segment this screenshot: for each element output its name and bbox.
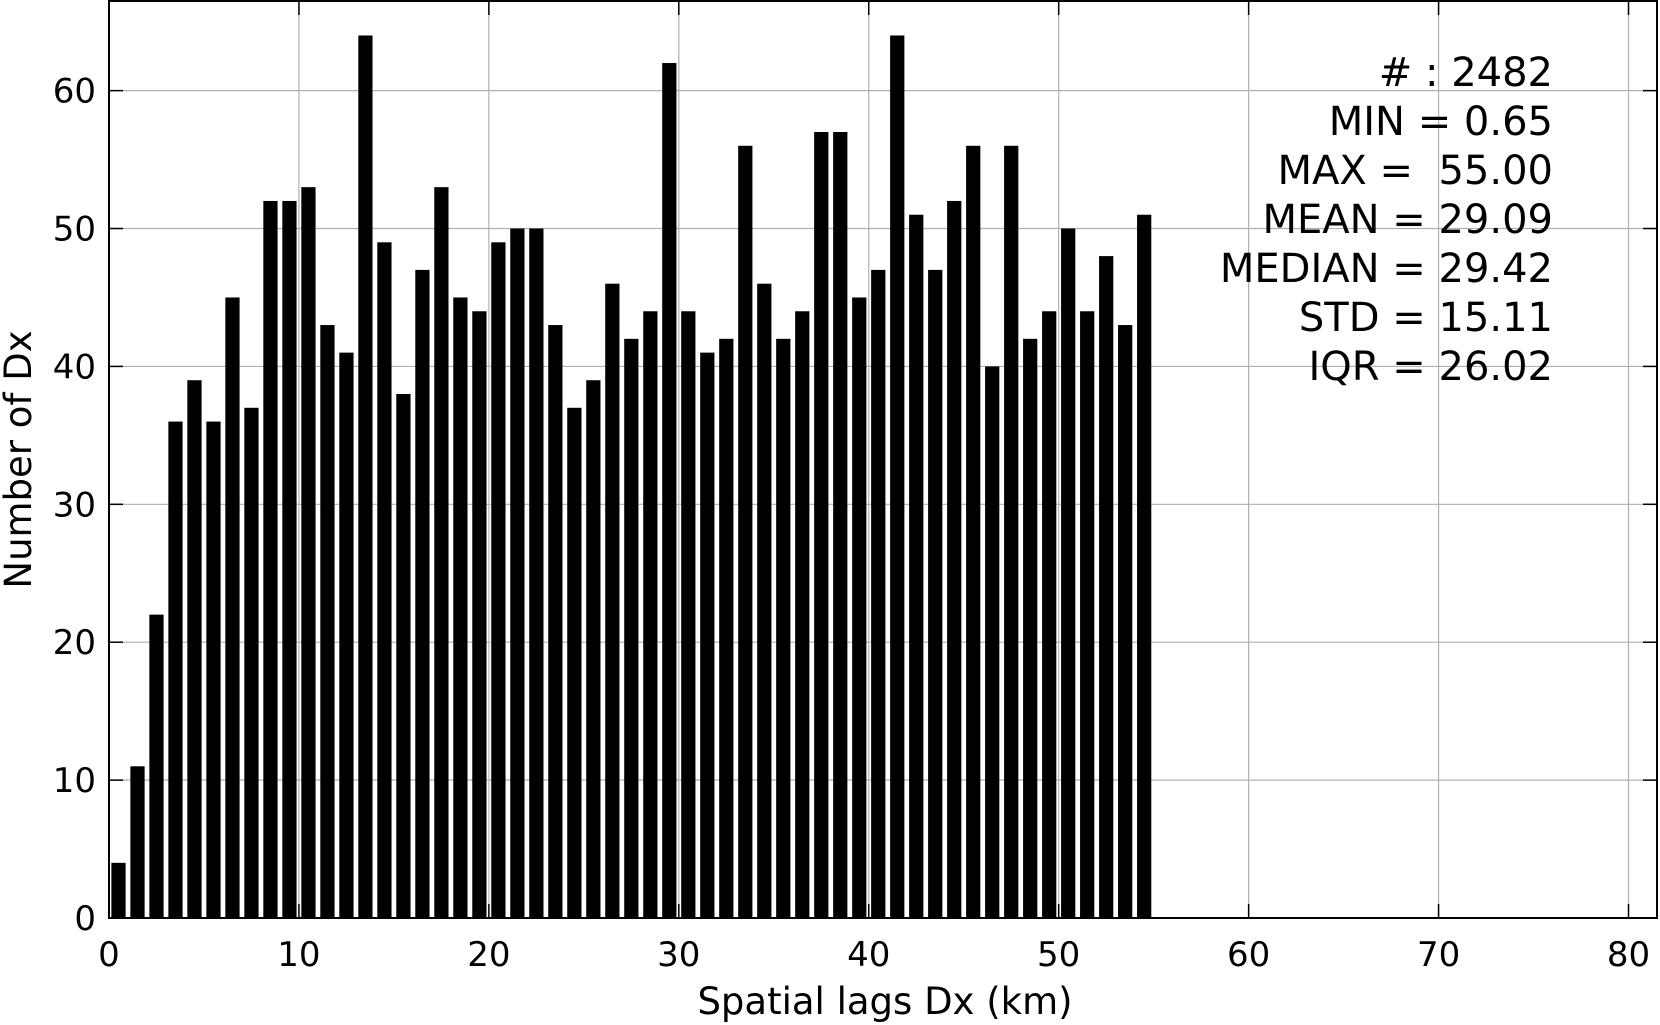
- x-tick-label: 0: [98, 935, 120, 975]
- x-axis-title: Spatial lags Dx (km): [697, 980, 1072, 1023]
- histogram-bar: [510, 228, 525, 919]
- histogram-bar: [1023, 338, 1038, 918]
- stat-line: MEAN = 29.09: [1262, 197, 1553, 243]
- stat-line: STD = 15.11: [1299, 295, 1553, 341]
- y-tick-label: 40: [53, 347, 96, 387]
- histogram-bar: [187, 380, 202, 918]
- histogram-bar: [434, 187, 449, 918]
- histogram-bar: [244, 407, 259, 918]
- x-tick-label: 40: [847, 935, 890, 975]
- histogram-bar: [681, 311, 696, 918]
- histogram-bar: [605, 283, 620, 918]
- histogram-bar: [1061, 228, 1076, 919]
- histogram-bar: [396, 394, 411, 918]
- histogram-bar: [1080, 311, 1095, 918]
- histogram-bar: [719, 338, 734, 918]
- histogram-bar: [168, 421, 183, 918]
- histogram-bar: [320, 325, 335, 919]
- histogram-bar: [301, 187, 316, 918]
- histogram-bar: [871, 269, 886, 918]
- histogram-bar: [377, 242, 392, 918]
- stat-line: MAX = 55.00: [1278, 148, 1553, 194]
- y-tick-label: 30: [53, 485, 96, 525]
- histogram-bar: [909, 214, 924, 919]
- x-tick-label: 80: [1607, 935, 1650, 975]
- histogram-bar: [1004, 145, 1019, 918]
- axis-ticks: [108, 1, 1657, 919]
- histogram-bar: [415, 269, 430, 918]
- histogram-bar: [833, 132, 848, 918]
- histogram-bar: [1137, 214, 1152, 919]
- histogram-bar: [852, 297, 867, 918]
- stat-line: # : 2482: [1379, 50, 1553, 96]
- histogram-bar: [111, 862, 126, 918]
- stat-line: MIN = 0.65: [1329, 99, 1553, 145]
- histogram-bar: [225, 297, 240, 918]
- histogram-bar: [1118, 325, 1133, 919]
- histogram-bar: [643, 311, 658, 918]
- x-tick-label: 20: [467, 935, 510, 975]
- histogram-bar: [1099, 256, 1114, 919]
- histogram-bars: [111, 35, 1152, 919]
- histogram-bar: [206, 421, 221, 918]
- y-tick-label: 60: [53, 72, 96, 112]
- histogram-bar: [757, 283, 772, 918]
- histogram-bar: [966, 145, 981, 918]
- histogram-bar: [1042, 311, 1057, 918]
- y-tick-label: 20: [53, 623, 96, 663]
- x-tick-label: 70: [1417, 935, 1460, 975]
- histogram-bar: [586, 380, 601, 918]
- y-tick-label: 50: [53, 210, 96, 250]
- histogram-bar: [890, 35, 905, 918]
- histogram-bar: [662, 63, 677, 919]
- stat-line: MEDIAN = 29.42: [1220, 246, 1553, 292]
- histogram-bar: [624, 338, 639, 918]
- histogram-bar: [263, 200, 278, 918]
- x-tick-label: 30: [657, 935, 700, 975]
- histogram-bar: [339, 352, 354, 918]
- x-tick-label: 10: [277, 935, 320, 975]
- y-axis-title: Number of Dx: [0, 330, 40, 588]
- histogram-bar: [947, 200, 962, 918]
- plot-frame: [108, 0, 1658, 919]
- histogram-bar: [491, 242, 506, 918]
- histogram-bar: [738, 145, 753, 918]
- histogram-bar: [130, 766, 145, 918]
- tick-labels: 0 10 20 30 40 50 60 70 80 0 10 20 30 40 50 60: [53, 72, 1650, 975]
- y-tick-label: 10: [53, 761, 96, 801]
- x-tick-label: 60: [1227, 935, 1270, 975]
- y-tick-label: 0: [74, 899, 96, 939]
- histogram-bar: [548, 325, 563, 919]
- histogram-bar: [567, 407, 582, 918]
- x-tick-label: 50: [1037, 935, 1080, 975]
- histogram-bar: [776, 338, 791, 918]
- histogram-bar: [928, 269, 943, 918]
- histogram-bar: [149, 614, 164, 918]
- stat-line: IQR = 26.02: [1308, 344, 1553, 390]
- histogram-bar: [985, 366, 1000, 919]
- histogram-bar: [472, 311, 487, 918]
- histogram-bar: [529, 228, 544, 919]
- histogram-bar: [700, 352, 715, 918]
- histogram-bar: [358, 35, 373, 918]
- histogram-bar: [453, 297, 468, 918]
- histogram-bar: [795, 311, 810, 918]
- histogram-bar: [282, 200, 297, 918]
- histogram-bar: [814, 132, 829, 918]
